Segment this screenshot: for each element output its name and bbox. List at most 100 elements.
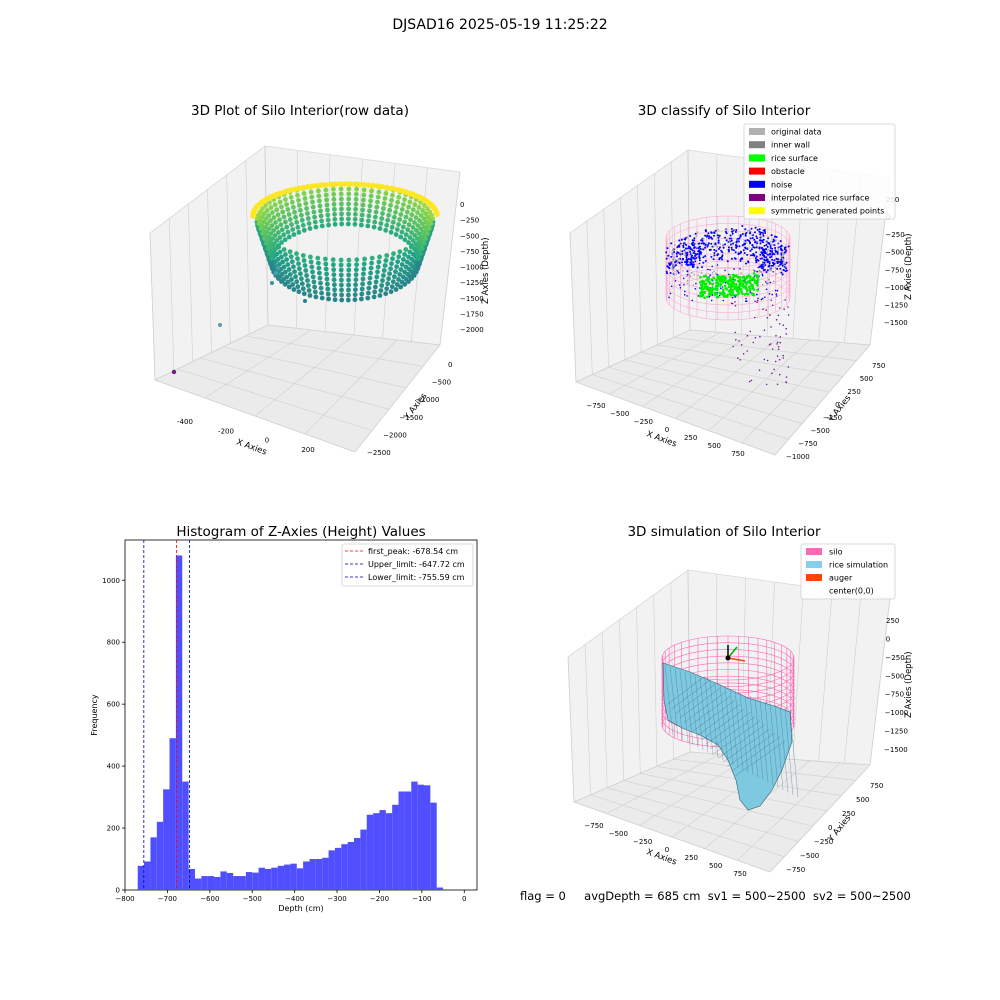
rice-mesh-line [714,682,724,761]
grid-line [606,753,721,814]
raw-point [422,232,428,238]
raw-point [256,224,262,230]
noise-point [762,232,765,235]
rice-surface-point [718,275,721,279]
raw-point [268,231,274,237]
classify-legend-label: interpolated rice surface [771,194,869,203]
raw-point [282,281,288,287]
original-point [770,240,772,243]
raw-point [338,186,344,192]
noise-point [763,229,766,231]
raw-point [269,223,275,228]
raw-point [413,268,419,273]
raw-outliers [171,266,307,375]
simulation-x-tick: 750 [733,870,746,878]
rice-surface-point [752,292,755,296]
raw-y-tick: 0 [448,361,452,369]
noise-point [692,263,695,266]
rice-mesh-line [714,720,761,754]
noise-point [769,281,772,284]
noise-point [692,261,695,264]
raw-point [325,281,330,287]
raw-point [271,215,277,220]
raw-point [284,257,289,262]
noise-point [763,244,766,247]
rice-surface-point [701,287,705,291]
raw-point [254,219,260,225]
rice-surface-point [701,287,704,290]
raw-point [346,282,351,288]
grid-line [188,203,193,362]
raw-point [406,204,411,210]
raw-point [420,249,425,255]
rice-surface-point [746,292,750,296]
interpolated-point [732,345,734,348]
original-point [756,276,758,279]
histogram-bar [354,837,361,890]
raw-point [291,204,296,210]
raw-point [410,207,416,213]
original-point [782,263,784,266]
noise-point [720,249,723,252]
center-point [725,655,731,661]
rice-surface-point [754,280,758,284]
simulation-panel-title: 3D simulation of Silo Interior [627,524,821,540]
noise-point [683,249,686,252]
rice-surface-point [751,276,755,280]
noise-point [686,258,689,261]
noise-point [782,269,785,272]
raw-point [432,206,438,213]
simulation-axes-panes [567,569,891,873]
noise-point [766,253,769,256]
original-point [676,270,678,272]
raw-point [323,182,328,188]
original-point [782,255,784,258]
interpolated-point [746,335,749,337]
noise-point [689,235,692,237]
raw-point [268,205,274,210]
noise-point [730,227,733,230]
grid-line [766,581,775,758]
raw-y-ticks: 0−500−1000−1500−2000−2500 [367,361,452,457]
raw-point [286,267,292,272]
noise-point [710,231,713,234]
noise-point [780,252,783,255]
rice-surface-point [701,294,704,298]
noise-point [759,242,762,245]
noise-point [761,257,763,260]
noise-point [765,252,768,255]
noise-point [749,242,752,245]
noise-point [744,247,747,250]
raw-point [417,261,422,267]
rice-surface-point [716,295,720,299]
original-point [689,249,691,251]
interpolated-point [735,339,737,341]
rice-surface-point [738,280,741,284]
raw-point [257,229,263,235]
raw-point [421,197,428,203]
noise-point [768,264,771,267]
raw-point [415,266,421,272]
rice-mesh-line [709,716,756,750]
noise-point [668,263,671,266]
raw-point [375,269,380,275]
rice-surface-point [708,292,711,295]
rice-mesh-line [664,664,674,736]
rice-mesh-line [789,709,799,798]
noise-point [760,252,763,254]
rice-surface-point [707,289,711,293]
raw-point [390,279,396,285]
raw-point [287,272,293,277]
raw-point [373,284,378,290]
original-point [759,269,761,272]
raw-point [259,236,265,242]
raw-point [423,243,428,248]
noise-point [750,248,753,251]
raw-point [418,239,423,244]
noise-point [765,248,768,251]
raw-point [405,271,411,277]
rice-surface-point [745,282,748,286]
rice-surface-point [725,287,728,291]
raw-point [276,276,281,281]
status-flag: flag = 0 [520,889,566,903]
